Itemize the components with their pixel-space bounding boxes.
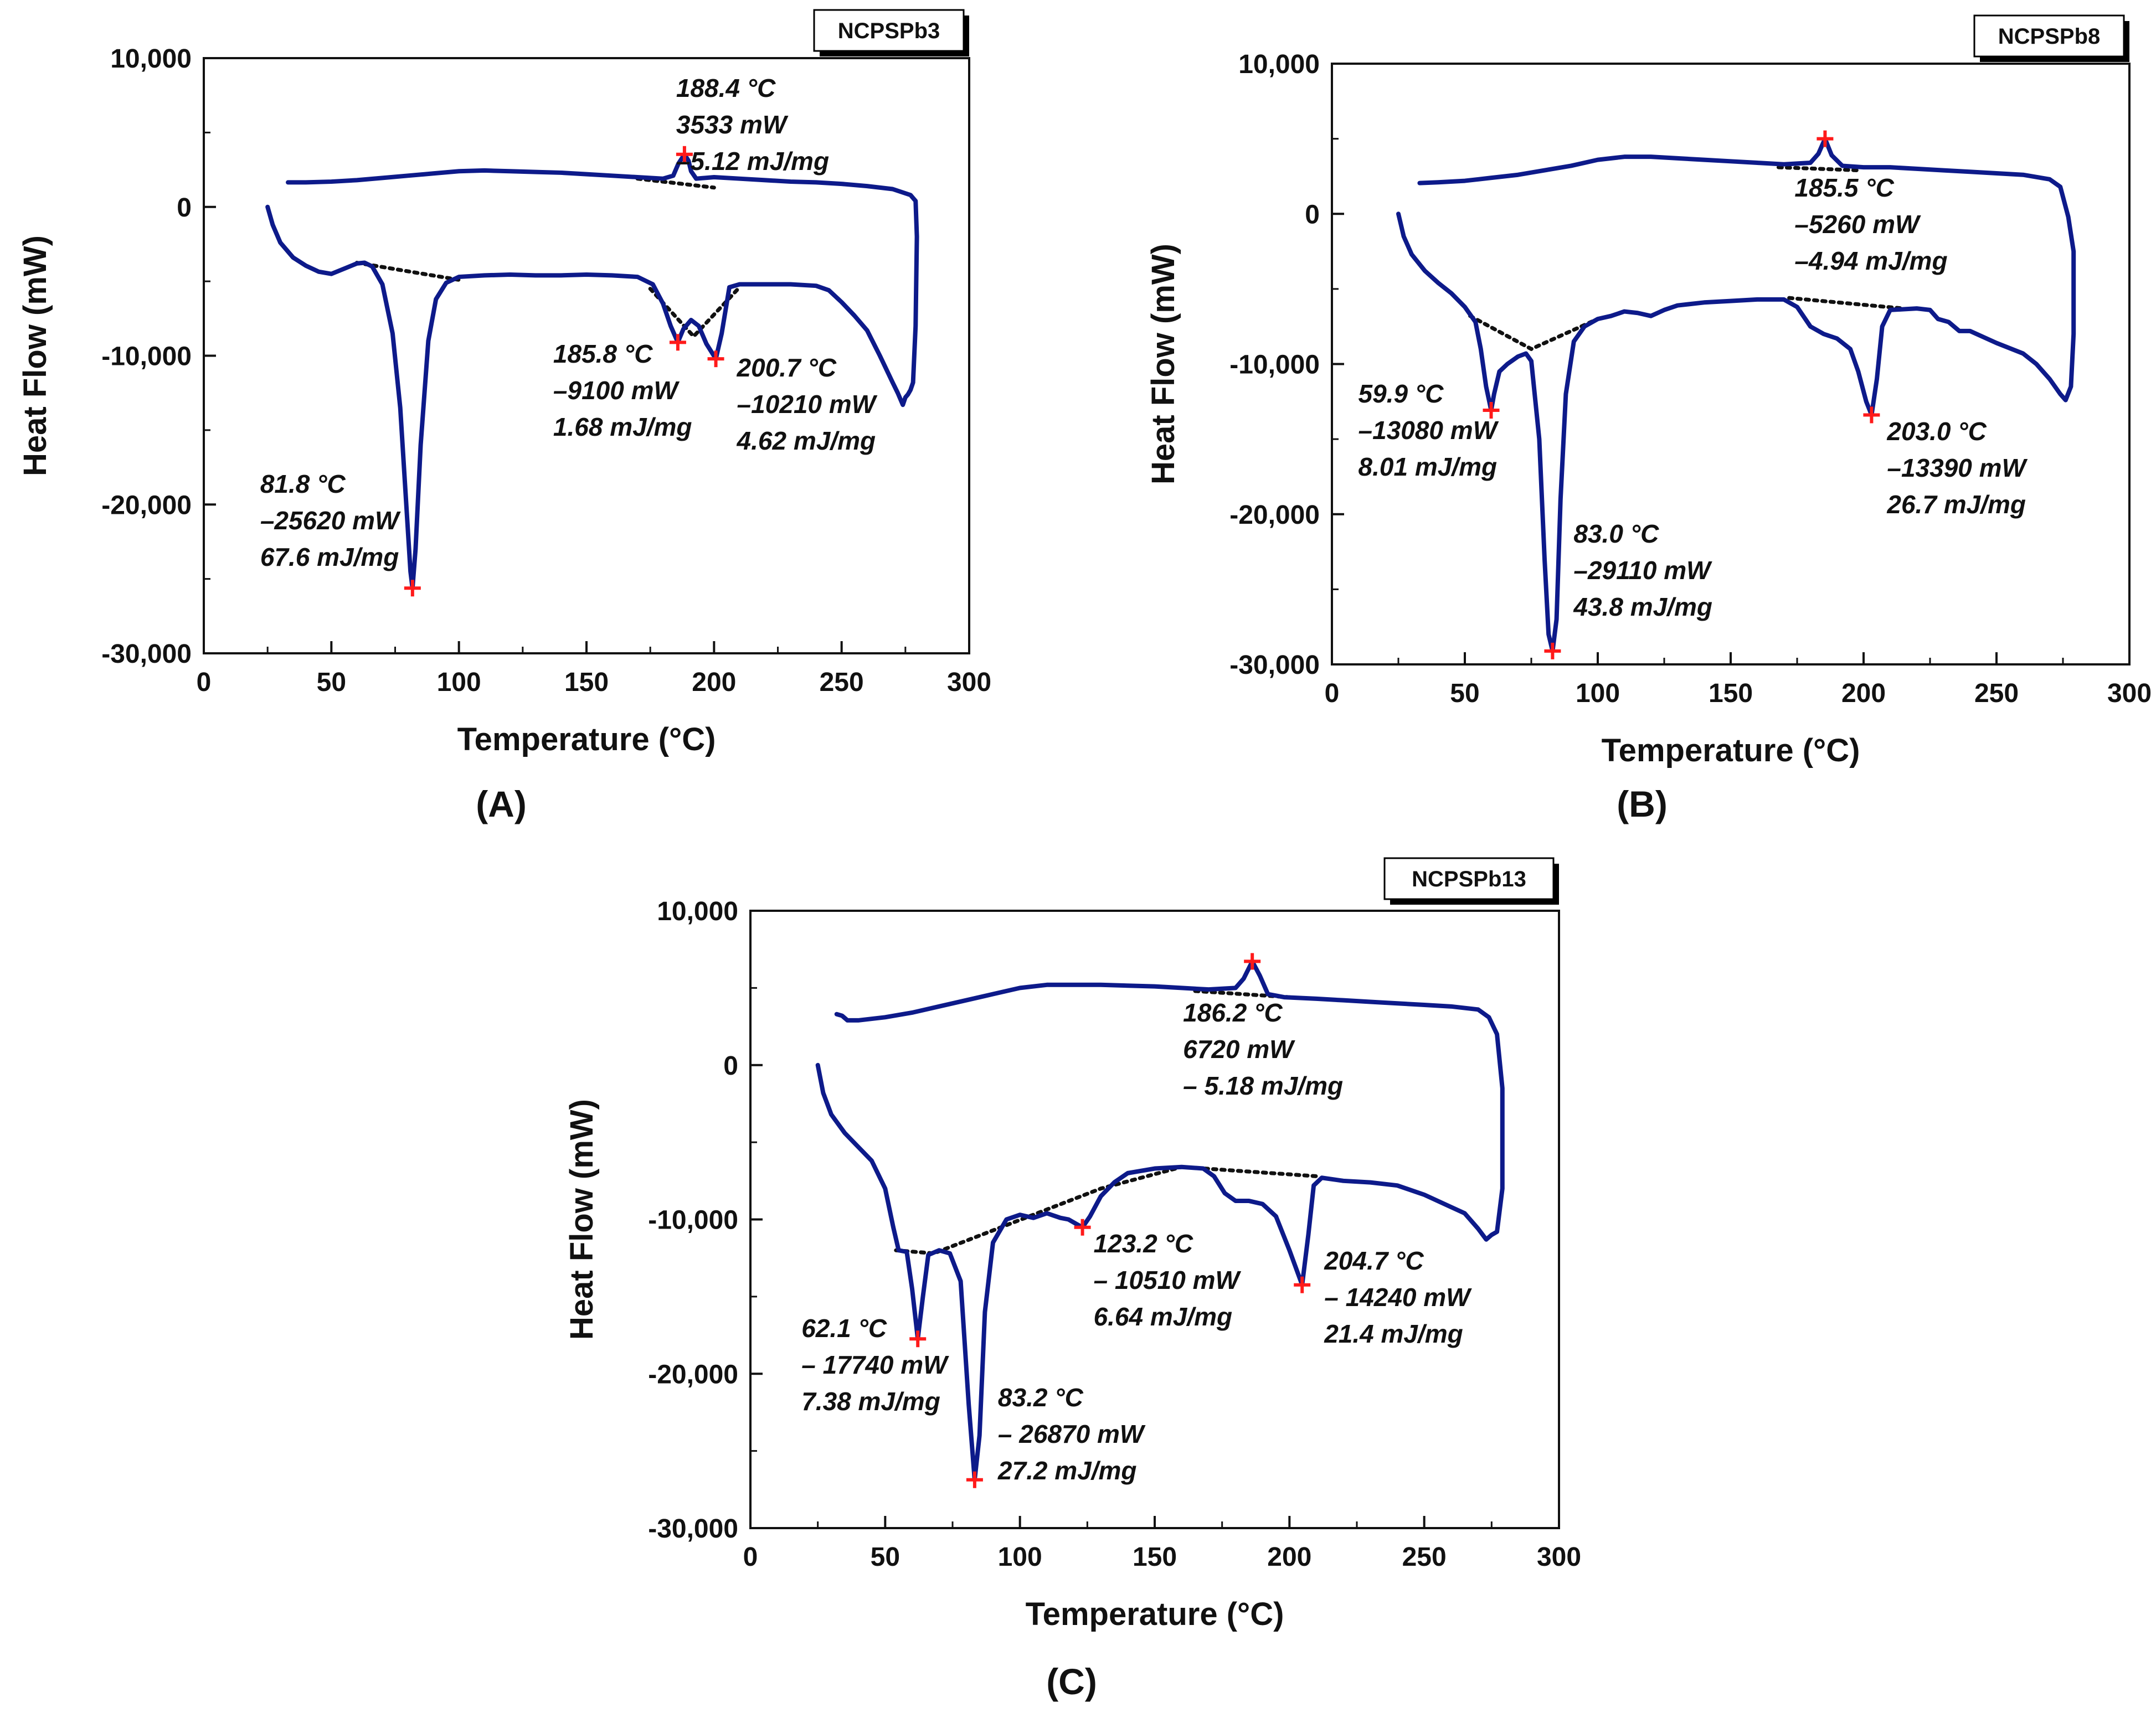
peak-annotation: 200.7 °C –10210 mW 4.62 mJ/mg bbox=[737, 353, 878, 455]
x-axis-title: Temperature (°C) bbox=[1026, 1596, 1284, 1632]
x-tick-label: 100 bbox=[437, 668, 481, 697]
peak-annotation: 62.1 °C – 17740 mW 7.38 mJ/mg bbox=[801, 1314, 949, 1416]
dsc-curve bbox=[1396, 136, 2076, 653]
peak-annotation: 204.7 °C – 14240 mW 21.4 mJ/mg bbox=[1324, 1246, 1472, 1348]
x-tick-label: 200 bbox=[1841, 679, 1886, 708]
dsc-curve bbox=[265, 152, 919, 591]
y-tick-label: -30,000 bbox=[648, 1514, 738, 1544]
sample-tag: NCPSPb3 bbox=[838, 19, 940, 43]
peak-annotation: 185.5 °C –5260 mW –4.94 mJ/mg bbox=[1794, 173, 1947, 275]
peak-marker bbox=[1294, 1276, 1311, 1293]
y-tick-label: -30,000 bbox=[1229, 651, 1320, 680]
peak-marker bbox=[1074, 1219, 1091, 1236]
peak-marker bbox=[1544, 642, 1561, 659]
peak-marker bbox=[669, 334, 686, 351]
x-tick-label: 250 bbox=[820, 668, 864, 697]
peak-annotation: 203.0 °C –13390 mW 26.7 mJ/mg bbox=[1886, 417, 2028, 519]
peak-annotation: 83.2 °C – 26870 mW 27.2 mJ/mg bbox=[997, 1383, 1146, 1485]
x-tick-label: 250 bbox=[1402, 1542, 1447, 1572]
plot-frame bbox=[749, 910, 1560, 1529]
peak-annotation: 83.0 °C –29110 mW 43.8 mJ/mg bbox=[1573, 519, 1712, 621]
sample-tag: NCPSPb13 bbox=[1412, 867, 1526, 891]
x-tick-label: 150 bbox=[1709, 679, 1753, 708]
peak-marker bbox=[707, 350, 724, 368]
y-axis-title: Heat Flow (mW) bbox=[1145, 244, 1181, 484]
sample-tag: NCPSPb8 bbox=[1998, 24, 2101, 49]
panel-label: (A) bbox=[476, 783, 527, 824]
peak-marker bbox=[1244, 953, 1261, 970]
x-tick-label: 100 bbox=[998, 1542, 1042, 1572]
integration-baseline bbox=[1776, 165, 1860, 173]
sample-tag-box bbox=[813, 9, 965, 52]
y-tick-label: 10,000 bbox=[657, 897, 738, 926]
x-tick-label: 200 bbox=[692, 668, 736, 697]
y-tick-label: -20,000 bbox=[648, 1360, 738, 1389]
dsc-curve bbox=[815, 959, 1505, 1482]
x-axis-title: Temperature (°C) bbox=[1602, 732, 1860, 768]
x-tick-label: 50 bbox=[871, 1542, 900, 1572]
y-tick-label: -10,000 bbox=[1229, 350, 1320, 380]
peak-annotation: 123.2 °C – 10510 mW 6.64 mJ/mg bbox=[1094, 1229, 1242, 1331]
y-axis-title: Heat Flow (mW) bbox=[17, 235, 53, 476]
peak-annotation: 59.9 °C –13080 mW 8.01 mJ/mg bbox=[1359, 379, 1499, 481]
y-tick-label: -20,000 bbox=[1229, 501, 1320, 530]
peak-annotation: 185.8 °C –9100 mW 1.68 mJ/mg bbox=[553, 339, 692, 441]
peak-annotation: 81.8 °C –25620 mW 67.6 mJ/mg bbox=[260, 470, 401, 571]
x-tick-label: 50 bbox=[1450, 679, 1479, 708]
peak-marker bbox=[966, 1471, 983, 1488]
chart-panel: 0 50 100 150 200 250 300 10,000 0 -10,000 -20,000 -… bbox=[1145, 14, 2152, 768]
y-tick-label: 0 bbox=[177, 193, 192, 223]
panel-label: (C) bbox=[1046, 1661, 1097, 1702]
x-axis-title: Temperature (°C) bbox=[457, 721, 716, 757]
y-tick-label: -30,000 bbox=[101, 639, 192, 669]
x-tick-label: 0 bbox=[743, 1542, 758, 1572]
panel-label: (B) bbox=[1617, 783, 1668, 824]
y-tick-label: 10,000 bbox=[1238, 50, 1320, 79]
peak-marker bbox=[404, 580, 421, 597]
peak-annotation: 186.2 °C 6720 mW – 5.18 mJ/mg bbox=[1183, 998, 1343, 1100]
peak-marker bbox=[1817, 130, 1834, 147]
x-tick-label: 250 bbox=[1974, 679, 2019, 708]
y-axis-title: Heat Flow (mW) bbox=[564, 1099, 600, 1340]
y-tick-label: -20,000 bbox=[101, 491, 192, 520]
x-tick-label: 300 bbox=[2107, 679, 2152, 708]
x-tick-label: 50 bbox=[317, 668, 346, 697]
x-tick-label: 0 bbox=[1325, 679, 1340, 708]
x-tick-label: 300 bbox=[1537, 1542, 1581, 1572]
integration-baseline bbox=[894, 1165, 1319, 1256]
peak-marker bbox=[1863, 406, 1880, 424]
peak-marker bbox=[1483, 402, 1500, 419]
peak-marker bbox=[676, 146, 693, 163]
integration-baseline bbox=[1468, 314, 1600, 352]
peak-annotation: 188.4 °C 3533 mW –5.12 mJ/mg bbox=[676, 74, 829, 176]
chart-panel: 0 50 100 150 200 250 300 10,000 0 -10,000 -20,000 -… bbox=[564, 857, 1581, 1632]
x-tick-label: 300 bbox=[947, 668, 991, 697]
x-tick-label: 200 bbox=[1267, 1542, 1311, 1572]
y-tick-label: 0 bbox=[1305, 200, 1320, 229]
x-tick-label: 100 bbox=[1576, 679, 1620, 708]
y-tick-label: -10,000 bbox=[101, 342, 192, 372]
chart-panel: 0 50 100 150 200 250 300 10,000 0 -10,000 -20,000 -… bbox=[17, 9, 991, 757]
integration-baseline bbox=[635, 177, 716, 190]
x-tick-label: 150 bbox=[564, 668, 609, 697]
peak-marker bbox=[909, 1330, 927, 1348]
integration-baseline bbox=[1787, 296, 1906, 311]
x-tick-label: 0 bbox=[197, 668, 212, 697]
x-tick-label: 150 bbox=[1133, 1542, 1177, 1572]
plot-frame bbox=[1331, 63, 2131, 665]
sample-tag-box bbox=[1973, 14, 2125, 58]
sample-tag-box bbox=[1383, 857, 1555, 900]
y-tick-label: 0 bbox=[723, 1051, 738, 1081]
y-tick-label: -10,000 bbox=[648, 1206, 738, 1235]
y-tick-label: 10,000 bbox=[110, 44, 192, 74]
